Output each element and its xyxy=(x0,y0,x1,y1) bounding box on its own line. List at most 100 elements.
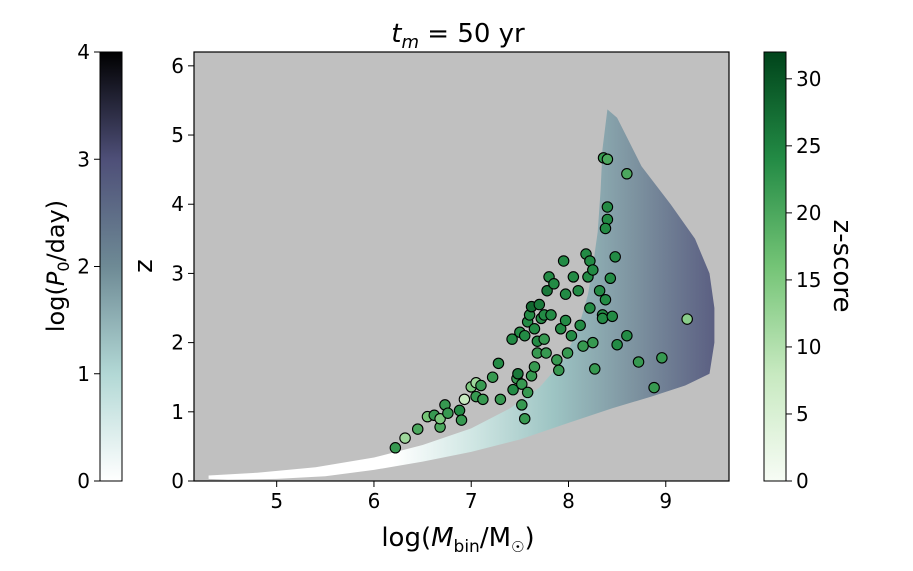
data-point xyxy=(506,333,518,345)
colorbar-tick-label: 0 xyxy=(796,469,809,493)
data-point xyxy=(516,378,528,390)
y-tick-label: 0 xyxy=(171,469,184,493)
y-tick-label: 1 xyxy=(171,400,184,424)
colorbar-tick-label: 5 xyxy=(796,402,809,426)
data-point xyxy=(477,393,489,406)
data-point xyxy=(518,412,531,425)
data-point xyxy=(574,319,586,332)
data-point xyxy=(518,329,531,342)
data-point xyxy=(455,414,468,426)
data-point xyxy=(458,393,471,406)
data-point xyxy=(601,201,614,213)
data-point xyxy=(507,383,519,396)
data-point xyxy=(601,153,614,166)
data-point xyxy=(587,264,599,276)
data-points xyxy=(389,152,693,454)
data-point xyxy=(551,354,563,366)
x-axis-label: log(Mbin/M☉) xyxy=(381,523,534,557)
data-point xyxy=(521,386,534,399)
x-tick-label: 5 xyxy=(270,489,283,513)
data-point xyxy=(494,393,507,406)
colorbar-tick-label: 25 xyxy=(796,134,821,158)
y-tick-label: 4 xyxy=(171,192,184,216)
data-point xyxy=(516,399,528,411)
colorbar-tick-label: 3 xyxy=(77,147,90,171)
data-point xyxy=(621,168,633,180)
y-tick-label: 6 xyxy=(171,54,184,78)
data-point xyxy=(648,381,660,394)
data-point xyxy=(475,379,487,392)
left-colorbar-bar xyxy=(99,51,123,482)
data-point xyxy=(599,293,612,306)
y-tick-label: 3 xyxy=(171,261,184,285)
right-colorbar: 0 5 10 15 20 25 30 z-score xyxy=(763,51,857,493)
x-tick-label: 9 xyxy=(659,489,672,513)
data-point xyxy=(565,329,578,342)
y-axis: 0 1 2 3 4 5 6 xyxy=(171,54,194,493)
x-tick-label: 7 xyxy=(465,489,478,513)
colorbar-tick-label: 15 xyxy=(796,268,821,292)
parameter-region xyxy=(208,109,715,480)
data-point xyxy=(604,272,617,285)
data-point xyxy=(548,278,560,290)
colorbar-tick-label: 0 xyxy=(77,469,90,493)
data-point xyxy=(609,251,621,263)
data-point xyxy=(561,347,574,359)
y-tick-label: 2 xyxy=(171,331,184,355)
data-point xyxy=(656,352,668,364)
data-point xyxy=(554,323,567,335)
data-point xyxy=(606,310,619,323)
x-axis: 5 6 7 8 9 xyxy=(270,481,672,513)
data-point xyxy=(528,323,541,335)
data-point xyxy=(632,356,645,368)
data-point xyxy=(538,333,550,345)
right-colorbar-label: z-score xyxy=(827,220,857,313)
data-point xyxy=(572,284,584,297)
data-point xyxy=(540,347,552,359)
x-tick-label: 8 xyxy=(562,489,575,513)
left-colorbar: 0 1 2 3 4 log(P0/day) xyxy=(42,40,123,493)
colorbar-tick-label: 20 xyxy=(796,201,821,225)
colorbar-tick-label: 4 xyxy=(77,40,90,64)
data-point xyxy=(512,367,524,380)
data-point xyxy=(611,338,623,351)
colorbar-tick-label: 2 xyxy=(77,255,90,279)
data-point xyxy=(577,340,589,352)
plot-area: 5 6 7 8 9 0 1 2 3 4 5 6 z log(Mbin/M☉) xyxy=(129,51,730,557)
data-point xyxy=(492,357,505,370)
data-point xyxy=(434,412,446,425)
data-point xyxy=(681,313,693,325)
colorbar-tick-label: 1 xyxy=(77,362,90,386)
colorbar-tick-label: 30 xyxy=(796,67,821,91)
left-colorbar-label: log(P0/day) xyxy=(42,200,73,332)
plot-frame xyxy=(193,51,730,482)
data-point xyxy=(442,407,454,419)
data-point xyxy=(541,284,553,297)
data-point xyxy=(545,309,557,321)
data-point xyxy=(587,336,599,349)
data-point xyxy=(389,442,402,454)
data-point xyxy=(557,255,570,267)
y-axis-label: z xyxy=(129,259,159,273)
data-point xyxy=(567,271,580,283)
data-point xyxy=(486,371,499,383)
data-point xyxy=(528,361,541,373)
data-point xyxy=(589,363,601,375)
right-colorbar-bar xyxy=(763,51,787,482)
data-point xyxy=(593,284,606,297)
x-tick-label: 6 xyxy=(368,489,381,513)
y-tick-label: 5 xyxy=(171,123,184,147)
data-point xyxy=(559,314,572,327)
chart-title: tm = 50 yr xyxy=(391,19,525,53)
colorbar-tick-label: 10 xyxy=(796,335,821,359)
data-point xyxy=(559,288,572,300)
data-point xyxy=(411,423,424,435)
data-point xyxy=(553,364,565,377)
data-point xyxy=(584,302,596,314)
data-point xyxy=(599,222,612,235)
data-point xyxy=(533,298,546,311)
data-point xyxy=(453,404,466,417)
data-point xyxy=(621,329,633,342)
data-point xyxy=(399,432,411,444)
